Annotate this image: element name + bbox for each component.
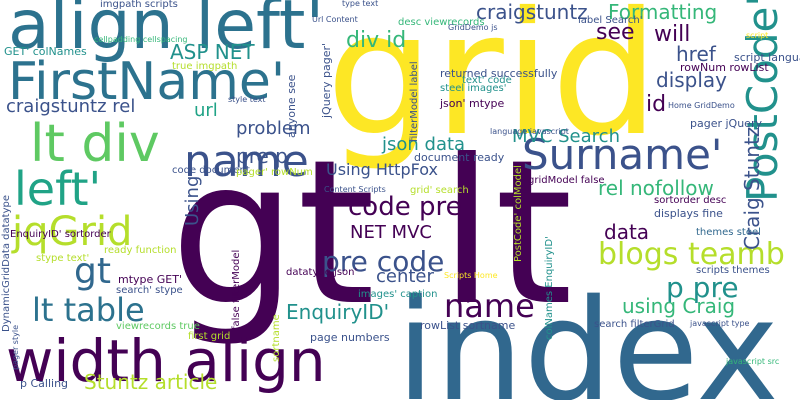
word-json-mtype: json' mtype [440,97,505,110]
word-enquiryid: EnquiryID' [286,300,390,324]
word-will: will [654,22,691,47]
word-rownum-rowlist: rowNum rowList [680,61,769,74]
word-url: url [194,100,218,121]
word-javascript-type: javascript type [690,319,750,328]
word-content-scripts: Content Scripts [324,185,386,194]
word-display: display [656,68,728,92]
word-center: center [376,266,434,287]
word-problem: problem [236,118,311,139]
word-using: Using [182,175,203,226]
word-label-search: label Search' [578,15,643,26]
word-blogs-teamb: blogs teamb [598,237,785,272]
word-viewrecords-true: viewrecords true [116,321,200,332]
word-stuntz-article: Stuntz article [84,370,218,394]
word-scripts-themes: scripts themes [696,265,770,276]
word-returned-successfully: returned successfully [440,67,558,80]
word-p-pre: p pre [666,271,739,304]
word-javascript-src: javascript src [726,357,780,366]
word-name: name [184,136,309,187]
word-search-filtergrid: search filterGrid [594,319,675,330]
word-using-httpfox: Using HttpFox [326,160,439,179]
word-code-document: code document [172,165,250,176]
word-code-pre: code pre [348,192,462,222]
word-home-griddemo: Home GridDemo [668,101,735,110]
word-pager-rownum: pager' rowNum [236,167,313,178]
word-asp-net: ASP NET [170,40,255,64]
word-scripts-home: Scripts Home [444,271,498,280]
word-mvc-search: MVC Search [512,126,620,147]
word-href: href [676,42,716,66]
word-anyone-see: anyone see [285,74,298,138]
word-name-2: name [444,287,535,325]
word-language-javascript: language javascript [490,127,569,136]
word-align-left: align left' [8,0,325,65]
word-imgpath-scripts: imgpath scripts [100,0,178,10]
word-filtermodel-label: filterModel label [409,61,420,142]
word-firstname: FirstName' [8,52,286,112]
word-page-numbers: page numbers [310,331,390,344]
word-sortname: sortname [271,314,282,362]
word-surname: Surname' [522,130,723,179]
word-postcode-colmodel: PostCode' colModel [513,165,524,262]
word-pager-style: pager style [11,325,20,370]
word-colnames-enquiryid: colNames EnquiryID' [544,236,555,340]
word-desc-viewrecords: desc viewrecords [398,17,485,28]
word-grid-search: grid' search [410,185,469,196]
word-script-language: script language [734,51,800,64]
word-width-align: width align [6,327,326,395]
word-left: left' [14,162,102,216]
word-images-caption: images' caption [358,289,438,300]
word-style-text: style text [228,95,266,104]
word-index: index [396,270,780,400]
word-ready-function: ready function [104,245,177,256]
word-id: id [646,92,667,117]
word-type-text: type text [342,0,379,8]
word-gt-lt: gt lt [170,117,573,350]
word-data: data [604,220,650,244]
word-datatype-json: datatype json' [286,267,358,278]
word-script: script [746,31,769,40]
word-jqgrid: jqGrid [12,209,133,255]
word-see: see [596,20,635,45]
word-mtype-get: mtype GET' [118,273,183,286]
word-search-stype: search' stype [116,285,183,296]
word-pre-p: pre p [236,144,288,168]
word-div-id: div id [346,28,407,53]
word-grid: grid [326,0,659,174]
word-rel-nofollow: rel nofollow [598,176,714,200]
word-lt-div: lt div [30,114,160,174]
word-net-mvc: NET MVC [350,222,432,243]
word-gt: gt [74,251,111,292]
word-griddemo-js: GridDemo js [448,23,498,32]
word-displays-fine: displays fine [654,207,723,220]
word-false-filtermodel: false filterModel [231,249,242,330]
word-steel-images: steel images' [440,83,507,94]
word-json-data: json data [382,134,466,155]
word-craigstuntz-rel: craigstuntz rel [6,96,136,117]
word-text-code: text' code [462,75,512,86]
word-p-calling: p Calling [20,377,69,390]
word-cellpadding-cellspacing: cellpadding cellspacing [94,35,188,44]
word-sortorder-desc: sortorder desc [654,195,727,206]
word-using-craig: using Craig [622,294,736,318]
word-enquiryid-sortorder: EnquiryID' sortorder [10,229,111,240]
word-lt-table: lt table [32,291,145,329]
word-rowlist-sortname: rowList sortname [420,319,516,332]
word-craigstuntz: craigstuntz [476,0,588,24]
word-first-grid: first grid [188,331,231,342]
word-pre-code: pre code [322,245,445,278]
word-stype-text: stype text' [36,253,90,264]
word-true-imgpath: true imgpath [172,61,238,72]
word-url-content: Url Content [312,15,358,24]
word-dynamicgriddata-datatype: DynamicGridData datatype [1,194,12,332]
word-gridmodel-false: gridModel false [528,175,605,186]
word-document-ready: document ready [414,151,505,164]
word-jquery-pager: jQuery pager' [320,42,333,118]
word-formatting: Formatting [608,0,718,24]
word-themes-steel: themes steel [696,227,761,238]
word-pager-jquery: pager jQuery [690,117,762,130]
word-get-colnames: GET' colNames [4,45,87,58]
